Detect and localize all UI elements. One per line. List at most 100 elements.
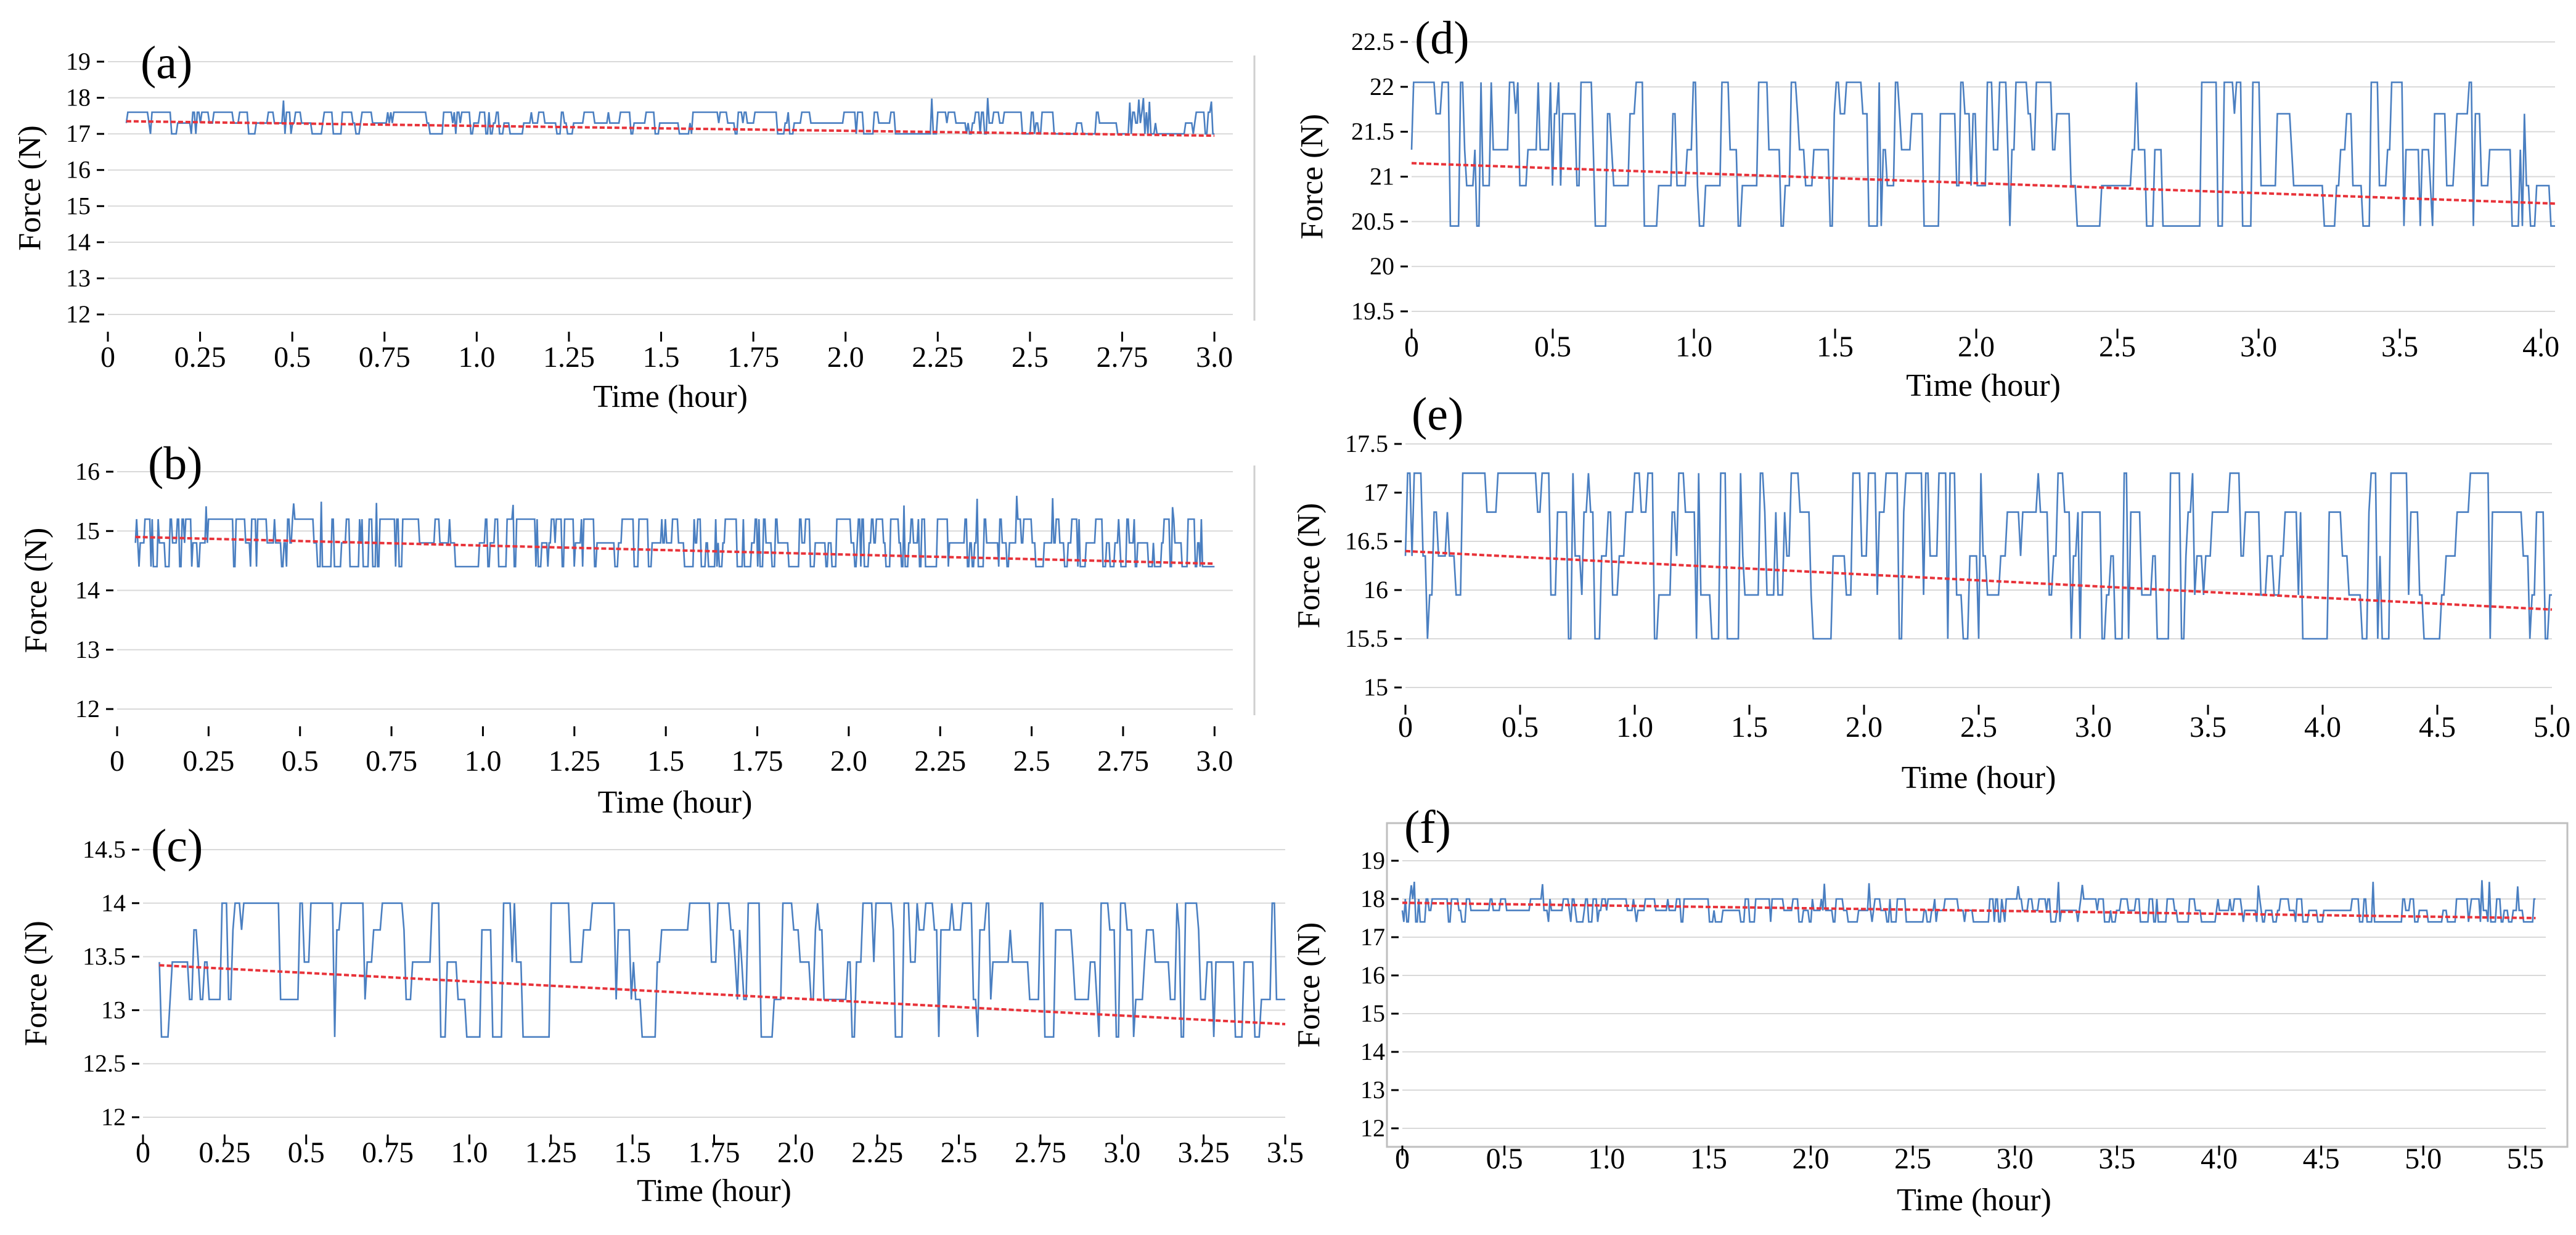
panel-f-xtick-label: 2.5 xyxy=(1894,1143,1931,1175)
panel-f-ytick-label: 14 xyxy=(1360,1038,1385,1065)
panel-e-xtick-label: 3.5 xyxy=(2190,711,2226,744)
panel-a-xtick-label: 1.0 xyxy=(458,341,495,374)
panel-e-xtick-label: 4.5 xyxy=(2419,711,2456,744)
panel-e-ytick-label: 16.5 xyxy=(1345,527,1388,555)
panel-f-frame xyxy=(1386,822,2569,1148)
panel-e-ytick-label: 17.5 xyxy=(1345,430,1388,457)
panel-f-trend-line xyxy=(1402,901,2536,919)
panel-c-xlabel: Time (hour) xyxy=(637,1173,791,1208)
panel-c-trend-line xyxy=(159,964,1286,1025)
panel-b-ytick-label: 13 xyxy=(75,636,100,663)
panel-f-label: (f) xyxy=(1404,802,1451,853)
panel-d-trend-line xyxy=(1411,162,2556,205)
panel-a-xtick-label: 2.0 xyxy=(827,341,864,374)
panel-c-force-line xyxy=(158,902,1285,1038)
panel-f-ytick-label: 15 xyxy=(1360,999,1385,1027)
panel-a-xtick-label: 1.5 xyxy=(643,341,680,374)
panel-d-ytick-label: 21 xyxy=(1370,163,1394,191)
panel-c-ylabel: Force (N) xyxy=(18,921,54,1046)
panel-b-xtick-label: 1.5 xyxy=(647,745,684,778)
panel-d-xtick-label: 1.0 xyxy=(1675,330,1712,363)
panel-a-ytick-label: 15 xyxy=(66,192,91,220)
panel-e-ylabel: Force (N) xyxy=(1291,503,1327,629)
panel-c-xtick-label: 3.5 xyxy=(1267,1136,1304,1169)
panel-e-xtick-label: 1.5 xyxy=(1731,711,1768,744)
panel-b-xtick-label: 0 xyxy=(110,745,125,778)
panel-d-xtick-label: 0 xyxy=(1404,330,1419,363)
panel-a-ytick-label: 18 xyxy=(66,84,91,112)
panel-c-label: (c) xyxy=(151,820,203,872)
panel-e-xlabel: Time (hour) xyxy=(1902,760,2056,795)
panel-f-xtick-label: 5.0 xyxy=(2405,1143,2442,1175)
panel-c-xtick-label: 2.0 xyxy=(777,1136,814,1169)
panel-c-ytick-label: 14.5 xyxy=(83,835,126,863)
panel-b-force-line xyxy=(134,496,1215,568)
panel-a-ytick-label: 19 xyxy=(66,47,91,75)
panel-e-xtick-label: 5.0 xyxy=(2533,711,2570,744)
panel-e-xtick-label: 0 xyxy=(1398,711,1413,744)
panel-b-ytick-label: 12 xyxy=(75,695,100,723)
panel-e-ytick-label: 15 xyxy=(1364,673,1388,701)
panel-b-ytick-label: 16 xyxy=(75,457,100,485)
panel-d-ytick-label: 19.5 xyxy=(1351,297,1394,325)
panel-a-xtick-label: 3.0 xyxy=(1196,341,1233,374)
panel-c-xtick-label: 2.25 xyxy=(851,1136,903,1169)
panel-a-ytick-label: 17 xyxy=(66,120,91,147)
panel-c-xtick-label: 0.25 xyxy=(198,1136,250,1169)
panel-f-ylabel: Force (N) xyxy=(1291,922,1327,1048)
panel-c-xtick-label: 2.75 xyxy=(1015,1136,1066,1169)
panel-d-xtick-label: 0.5 xyxy=(1534,330,1571,363)
panel-e-xtick-label: 4.0 xyxy=(2304,711,2341,744)
panel-a-ytick-label: 14 xyxy=(66,228,91,256)
panel-f-xtick-label: 1.5 xyxy=(1690,1143,1727,1175)
panel-f-xtick-label: 2.0 xyxy=(1793,1143,1830,1175)
panel-f-ytick-label: 19 xyxy=(1360,847,1385,874)
panel-a-xtick-label: 0.75 xyxy=(359,341,411,374)
panel-d-ytick-label: 22 xyxy=(1370,73,1394,101)
panel-c-ytick-label: 13 xyxy=(101,996,126,1024)
panel-f-xtick-label: 5.5 xyxy=(2507,1143,2544,1175)
panel-b-xtick-label: 0.25 xyxy=(182,745,234,778)
panel-a-ytick-label: 13 xyxy=(66,264,91,292)
panel-f-xtick-label: 3.0 xyxy=(1997,1143,2034,1175)
panel-b-xtick-label: 2.0 xyxy=(830,745,867,778)
panel-c-xtick-label: 2.5 xyxy=(941,1136,978,1169)
panel-b-xtick-label: 1.0 xyxy=(464,745,501,778)
panel-c-xtick-label: 3.25 xyxy=(1178,1136,1230,1169)
panel-e-ytick-label: 15.5 xyxy=(1345,625,1388,652)
panel-a-label: (a) xyxy=(141,37,192,89)
panel-d-ytick-label: 20 xyxy=(1370,252,1394,280)
panel-c-ytick-label: 14 xyxy=(101,889,126,917)
panel-a-ytick-label: 12 xyxy=(66,300,91,328)
panel-c-ytick-label: 13.5 xyxy=(83,943,126,970)
panel-d-xtick-label: 2.5 xyxy=(2099,330,2136,363)
panel-c-xtick-label: 0.75 xyxy=(362,1136,414,1169)
panel-d-force-line xyxy=(1410,81,2555,227)
panel-f-xtick-label: 4.0 xyxy=(2201,1143,2238,1175)
panel-b-ytick-label: 15 xyxy=(75,517,100,544)
panel-a-trend-line xyxy=(126,120,1215,137)
panel-a-xtick-label: 0.25 xyxy=(174,341,226,374)
panel-e-label: (e) xyxy=(1412,388,1463,440)
panel-c-xtick-label: 0 xyxy=(136,1136,150,1169)
panel-c-ytick-label: 12.5 xyxy=(83,1049,126,1077)
panel-e-xtick-label: 2.0 xyxy=(1846,711,1883,744)
panel-f-ytick-label: 12 xyxy=(1360,1114,1385,1142)
panel-a-ytick-label: 16 xyxy=(66,156,91,184)
panel-c-xtick-label: 1.5 xyxy=(614,1136,651,1169)
panel-b-xtick-label: 2.5 xyxy=(1013,745,1050,778)
panel-b-ytick-label: 14 xyxy=(75,576,100,604)
panel-c-xtick-label: 1.75 xyxy=(689,1136,740,1169)
panel-a-xlabel: Time (hour) xyxy=(593,379,748,414)
panel-a-xtick-label: 2.25 xyxy=(912,341,963,374)
panel-b-xtick-label: 0.5 xyxy=(282,745,319,778)
panel-f-xtick-label: 0 xyxy=(1395,1143,1410,1175)
panel-f-xtick-label: 0.5 xyxy=(1486,1143,1523,1175)
panel-d-xtick-label: 1.5 xyxy=(1817,330,1854,363)
panel-b-xtick-label: 1.75 xyxy=(732,745,783,778)
panel-b-ylabel: Force (N) xyxy=(18,528,54,654)
panel-f-ytick-label: 13 xyxy=(1360,1076,1385,1104)
panel-f-xtick-label: 3.5 xyxy=(2098,1143,2135,1175)
panel-b-xtick-label: 0.75 xyxy=(366,745,417,778)
